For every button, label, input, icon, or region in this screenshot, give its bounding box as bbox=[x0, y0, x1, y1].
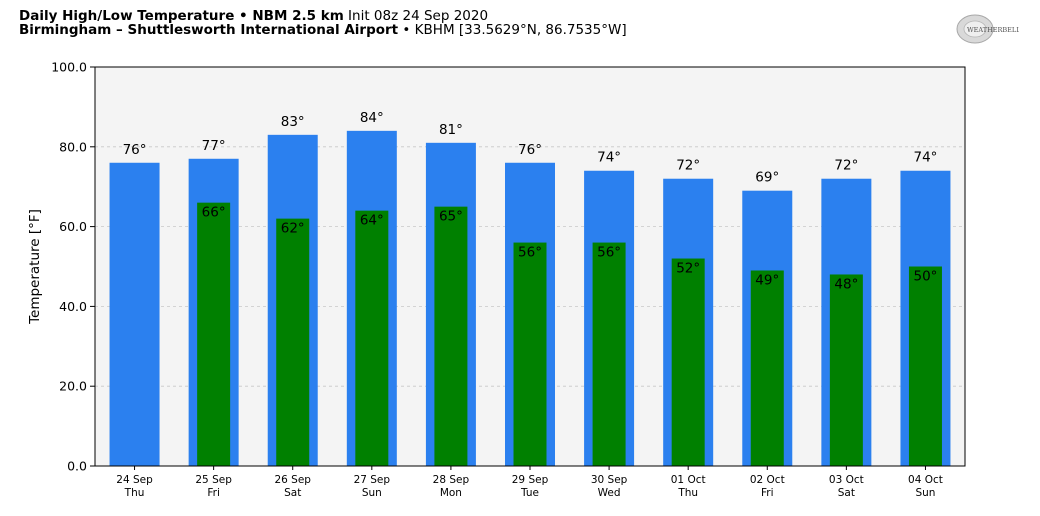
x-tick-date: 02 Oct bbox=[750, 474, 785, 486]
x-tick-day: Sun bbox=[362, 487, 382, 499]
high-temp-label: 74° bbox=[597, 150, 621, 166]
y-tick-label: 60.0 bbox=[59, 219, 87, 234]
x-tick-date: 30 Sep bbox=[591, 474, 628, 486]
location-name: Birmingham – Shuttlesworth International… bbox=[19, 22, 399, 38]
plot-frame bbox=[94, 66, 966, 467]
low-temp-bar bbox=[197, 202, 231, 466]
low-temp-bar bbox=[276, 218, 310, 466]
high-temp-label: 83° bbox=[281, 114, 305, 130]
logo-text: WEATHERBELL bbox=[967, 26, 1019, 34]
high-temp-label: 81° bbox=[439, 122, 463, 138]
low-temp-bar bbox=[513, 242, 547, 466]
low-temp-label: 52° bbox=[676, 261, 700, 277]
x-tick-date: 24 Sep bbox=[116, 474, 153, 486]
init-time: Init 08z 24 Sep 2020 bbox=[343, 8, 489, 24]
x-tick-day: Tue bbox=[520, 487, 539, 499]
high-temp-label: 77° bbox=[202, 138, 226, 154]
y-tick-label: 0.0 bbox=[67, 459, 87, 474]
high-temp-bar bbox=[109, 162, 160, 466]
x-tick-date: 01 Oct bbox=[671, 474, 706, 486]
low-temp-bar bbox=[592, 242, 626, 466]
low-temp-label: 50° bbox=[913, 269, 937, 285]
x-tick-day: Fri bbox=[207, 487, 220, 499]
x-tick-day: Mon bbox=[440, 487, 462, 499]
low-temp-label: 49° bbox=[755, 272, 779, 288]
x-tick-date: 29 Sep bbox=[512, 474, 549, 486]
x-tick-date: 25 Sep bbox=[195, 474, 232, 486]
low-temp-bar bbox=[355, 210, 389, 466]
low-temp-bar bbox=[671, 258, 705, 466]
low-temp-bar bbox=[908, 266, 942, 466]
y-tick-label: 20.0 bbox=[59, 379, 87, 394]
high-temp-label: 76° bbox=[123, 142, 147, 158]
x-tick-day: Sun bbox=[915, 487, 935, 499]
high-temp-label: 74° bbox=[913, 150, 937, 166]
low-temp-label: 62° bbox=[281, 221, 305, 237]
high-temp-label: 69° bbox=[755, 170, 779, 186]
bar-layer bbox=[109, 130, 951, 467]
high-temp-label: 76° bbox=[518, 142, 542, 158]
x-tick-date: 26 Sep bbox=[274, 474, 311, 486]
chart-title: Daily High/Low Temperature • NBM 2.5 km bbox=[19, 8, 344, 24]
x-tick-date: 27 Sep bbox=[354, 474, 391, 486]
low-temp-label: 48° bbox=[834, 276, 858, 292]
x-tick-day: Thu bbox=[677, 487, 698, 499]
low-temp-bar bbox=[750, 270, 784, 466]
x-tick-date: 28 Sep bbox=[433, 474, 470, 486]
label-layer: 76° 77° 66° 83° 62° 84° 64° 81° 65° 76° 56° 74° 56° 7… bbox=[123, 110, 938, 293]
location-line: Birmingham – Shuttlesworth International… bbox=[19, 23, 627, 38]
high-temp-label: 72° bbox=[676, 158, 700, 174]
x-tick-date: 03 Oct bbox=[829, 474, 864, 486]
weatherbell-logo: WEATHERBELL bbox=[956, 14, 1019, 44]
y-tick-label: 100.0 bbox=[51, 60, 87, 75]
low-temp-label: 65° bbox=[439, 209, 463, 225]
x-tick-day: Sat bbox=[838, 487, 855, 499]
high-temp-label: 84° bbox=[360, 110, 384, 126]
x-tick-date: 04 Oct bbox=[908, 474, 943, 486]
x-tick-day: Wed bbox=[598, 487, 621, 499]
high-temp-label: 72° bbox=[834, 158, 858, 174]
low-temp-label: 56° bbox=[597, 245, 621, 261]
chart-title-line: Daily High/Low Temperature • NBM 2.5 km … bbox=[19, 9, 488, 24]
y-tick-label: 80.0 bbox=[59, 139, 87, 154]
x-tick-day: Thu bbox=[124, 487, 145, 499]
axis-layer: 0.0 20.0 40.0 60.0 80.0 100.0 Temperature [°F]… bbox=[27, 60, 966, 499]
x-tick-day: Fri bbox=[761, 487, 774, 499]
y-axis-label: Temperature [°F] bbox=[27, 209, 43, 325]
low-temp-label: 56° bbox=[518, 245, 542, 261]
low-temp-label: 66° bbox=[202, 205, 226, 221]
x-tick-day: Sat bbox=[284, 487, 301, 499]
low-temp-label: 64° bbox=[360, 213, 384, 229]
low-temp-bar bbox=[829, 274, 863, 466]
low-temp-bar bbox=[434, 206, 468, 466]
station-coordinates: • KBHM [33.5629°N, 86.7535°W] bbox=[398, 22, 627, 38]
y-tick-label: 40.0 bbox=[59, 299, 87, 314]
